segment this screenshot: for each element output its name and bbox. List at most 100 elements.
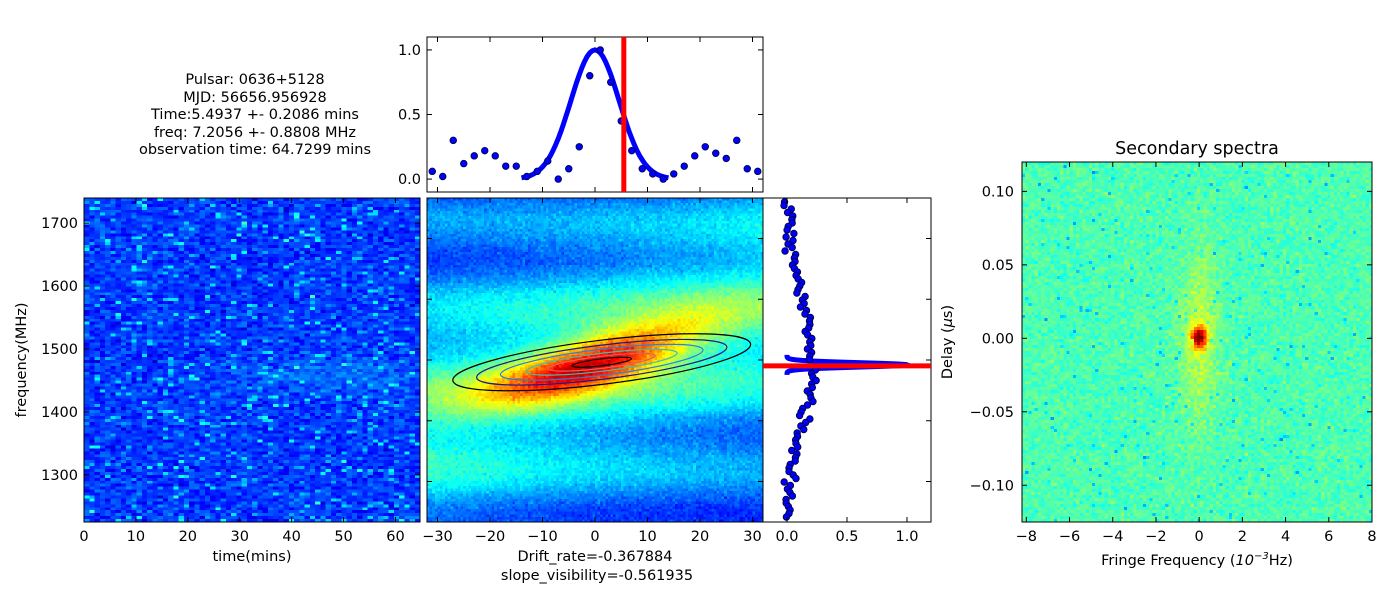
- freq-profile-point: [780, 478, 788, 486]
- time-profile-point: [491, 152, 499, 160]
- secondary-xlabel: Fringe Frequency (10−3Hz): [1101, 551, 1293, 569]
- freq-profile-point: [788, 243, 796, 252]
- secondary-ylabel: Delay (μs): [940, 305, 956, 379]
- secondary-ytick-label: 0.05: [982, 258, 1014, 274]
- time-profile-point: [470, 152, 478, 160]
- time-profile-point: [628, 146, 636, 155]
- dynspec-xtick-label: 10: [127, 529, 145, 545]
- secondary-xtick-label: 2: [1238, 529, 1247, 545]
- dynspec-xtick-label: 0: [79, 529, 88, 545]
- time-profile-point: [680, 162, 688, 170]
- time-profile-point: [722, 154, 730, 163]
- acf2d-xtick-label: 20: [691, 529, 709, 545]
- time-profile-point: [512, 162, 520, 170]
- dynspec-ytick-label: 1400: [41, 405, 78, 421]
- secondary-frame: [1021, 161, 1373, 523]
- secondary-ytick-label: −0.10: [970, 478, 1014, 494]
- time-profile-point: [575, 143, 583, 151]
- dynspec-xtick-label: 50: [334, 529, 352, 545]
- time-profile-point: [733, 136, 741, 145]
- time-profile-point: [596, 46, 604, 54]
- dynspec-xlabel: time(mins): [213, 549, 292, 565]
- freq-profile-point: [791, 457, 799, 465]
- acf2d-xtick-label: 30: [743, 529, 761, 545]
- time-profile-point: [649, 170, 657, 178]
- secondary-xtick-label: 6: [1324, 529, 1333, 545]
- time-profile-point: [554, 175, 562, 183]
- secondary-xtick-label: −8: [1016, 529, 1037, 545]
- time-profile-point: [607, 78, 615, 86]
- secondary-ytick-label: 0.10: [982, 184, 1014, 200]
- freq-profile-point: [805, 355, 814, 364]
- freq-profile-point: [790, 229, 798, 238]
- dynamic-spectrum-frame: [83, 197, 421, 523]
- time-profile-point: [701, 143, 709, 151]
- acf2d-contour: [499, 343, 704, 381]
- dynspec-ytick-label: 1500: [41, 342, 78, 358]
- freq-profile-point: [782, 513, 791, 521]
- freq-profile-point: [794, 443, 802, 451]
- freq-profile-point: [789, 236, 797, 245]
- freq-profile-point: [788, 492, 797, 500]
- acf2d-contour: [452, 333, 752, 392]
- secondary-xtick-label: −4: [1102, 529, 1123, 545]
- acf2d-contour: [476, 338, 728, 386]
- secondary-xtick-label: 0: [1195, 529, 1204, 545]
- acf2d-xlabel-slope: slope_visibility=-0.561935: [501, 568, 693, 584]
- acf2d-xlabel-drift: Drift_rate=-0.367884: [518, 549, 673, 565]
- time-profile-point: [670, 170, 678, 178]
- freq-profile-point: [782, 233, 790, 241]
- acf2d-xtick-label: 10: [638, 529, 656, 545]
- secondary-ytick-label: 0.00: [982, 331, 1014, 347]
- time-profile-point: [481, 146, 489, 155]
- observation-info: Pulsar: 0636+5128 MJD: 56656.956928 Time…: [105, 72, 405, 160]
- freq-profile-point: [793, 289, 801, 297]
- time-profile-point: [544, 157, 552, 165]
- freq-profile-xtick-label: 1.0: [895, 529, 918, 545]
- time-profile-point: [638, 165, 646, 173]
- dynspec-ytick-label: 1600: [41, 279, 78, 295]
- time-profile-point: [502, 162, 510, 170]
- freq-profile-point: [795, 411, 804, 420]
- acf2d-contour: [525, 348, 678, 376]
- dynspec-ytick-label: 1300: [41, 468, 78, 484]
- time-profile-ytick-label: 0.5: [398, 108, 421, 124]
- freq-profile-point: [792, 474, 800, 483]
- acf2d-xtick-label: −10: [527, 529, 558, 545]
- secondary-xtick-label: 4: [1281, 529, 1290, 545]
- secondary-ytick-label: −0.05: [970, 405, 1014, 421]
- dynspec-xtick-label: 60: [386, 529, 404, 545]
- mjd-label: MJD: 56656.956928: [183, 89, 327, 106]
- freq-profile-xtick-label: 0.5: [835, 529, 858, 545]
- time-profile-point: [565, 165, 573, 173]
- freq-profile-point: [781, 247, 789, 255]
- freq-profile-point: [808, 383, 817, 392]
- time-profile-point: [691, 152, 699, 160]
- freq-profile-point: [801, 310, 809, 318]
- acf2d-contour: [571, 356, 633, 368]
- dynspec-ytick-label: 1700: [41, 216, 78, 232]
- freq-profile-point: [809, 397, 817, 406]
- freq-profile-xtick-label: 0.0: [775, 529, 798, 545]
- time-profile-point: [586, 72, 594, 80]
- acf2d-contour: [547, 352, 656, 372]
- time-profile-point: [460, 159, 468, 168]
- secondary-xtick-label: −2: [1145, 529, 1166, 545]
- dynspec-ylabel: frequency(MHz): [14, 302, 30, 417]
- secondary-spectra-heatmap: [1022, 162, 1372, 522]
- freq-profile-point: [783, 226, 791, 234]
- acf2d-xtick-label: 0: [590, 529, 599, 545]
- dynspec-xtick-label: 20: [179, 529, 197, 545]
- secondary-xtick-label: 8: [1367, 529, 1376, 545]
- secondary-title: Secondary spectra: [1115, 139, 1279, 159]
- time-profile-ytick-label: 1.0: [398, 43, 421, 59]
- time-profile-point: [743, 165, 751, 173]
- acf2d-xtick-label: −30: [422, 529, 453, 545]
- time-profile-point: [439, 172, 447, 181]
- time-label: Time:5.4937 +- 0.2086 mins: [151, 107, 359, 124]
- freq-label: freq: 7.2056 +- 0.8808 MHz: [153, 124, 357, 141]
- freq-profile-point: [783, 208, 792, 217]
- dynamic-spectrum-heatmap: [84, 198, 420, 522]
- dynspec-xtick-label: 30: [230, 529, 248, 545]
